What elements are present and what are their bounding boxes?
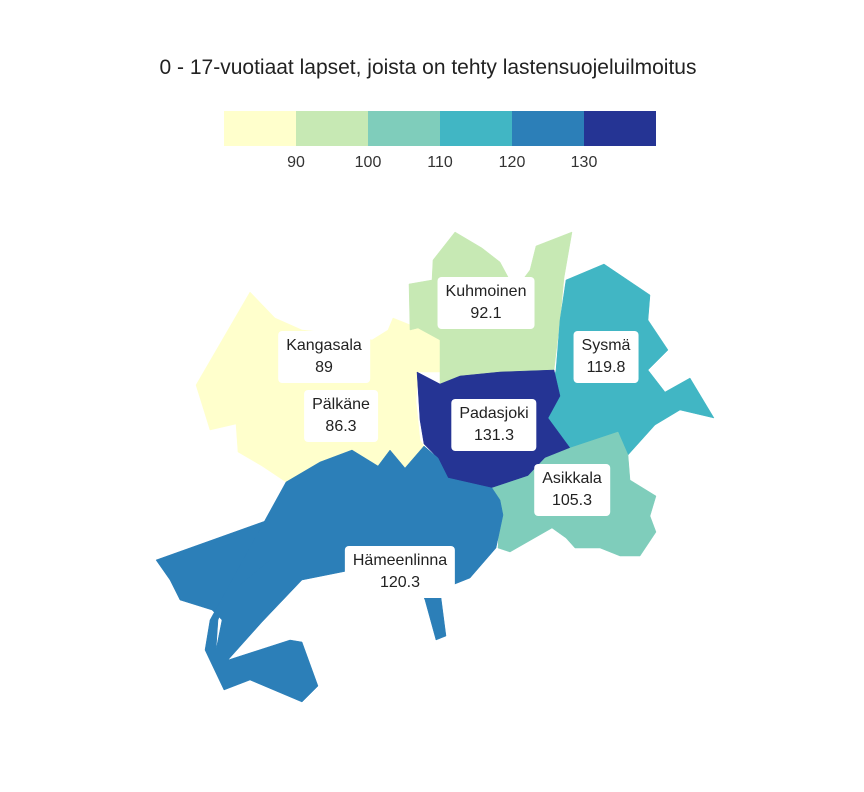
region-name: Padasjoki	[459, 405, 529, 422]
legend-tick-110: 110	[427, 154, 453, 171]
region-value: 86.3	[325, 418, 357, 435]
region-value: 131.3	[473, 427, 515, 444]
region-name: Kuhmoinen	[445, 283, 527, 300]
region-label-sysma: Sysmä 119.8	[573, 331, 639, 383]
map-title: 0 - 17-vuotiaat lapset, joista on tehty …	[159, 56, 697, 79]
color-legend	[224, 111, 656, 146]
region-label-palkane: Pälkäne 86.3	[304, 390, 378, 442]
region-name: Asikkala	[542, 470, 602, 487]
legend-tick-90: 90	[287, 154, 305, 171]
legend-swatch-5	[512, 111, 584, 146]
legend-swatch-3	[368, 111, 440, 146]
legend-swatch-2	[296, 111, 368, 146]
legend-tick-100: 100	[354, 154, 382, 171]
region-label-kuhmoinen: Kuhmoinen 92.1	[437, 277, 535, 329]
legend-tick-130: 130	[570, 154, 598, 171]
region-name: Pälkäne	[312, 396, 370, 413]
region-value: 119.8	[586, 359, 626, 376]
region-name: Kangasala	[286, 337, 362, 354]
region-label-asikkala: Asikkala 105.3	[534, 464, 610, 516]
legend-swatch-6	[584, 111, 656, 146]
region-value: 89	[315, 359, 333, 376]
legend-tick-120: 120	[498, 154, 526, 171]
legend-swatch-1	[224, 111, 296, 146]
region-name: Hämeenlinna	[352, 552, 448, 569]
region-name: Sysmä	[581, 337, 631, 354]
region-value: 120.3	[379, 574, 421, 591]
region-value: 105.3	[551, 492, 593, 509]
region-label-padasjoki: Padasjoki 131.3	[451, 399, 537, 451]
region-value: 92.1	[470, 305, 502, 322]
region-label-kangasala: Kangasala 89	[278, 331, 370, 383]
legend-swatch-4	[440, 111, 512, 146]
region-hameenlinna[interactable]	[155, 445, 504, 703]
region-label-hameenlinna: Hämeenlinna 120.3	[344, 546, 456, 598]
